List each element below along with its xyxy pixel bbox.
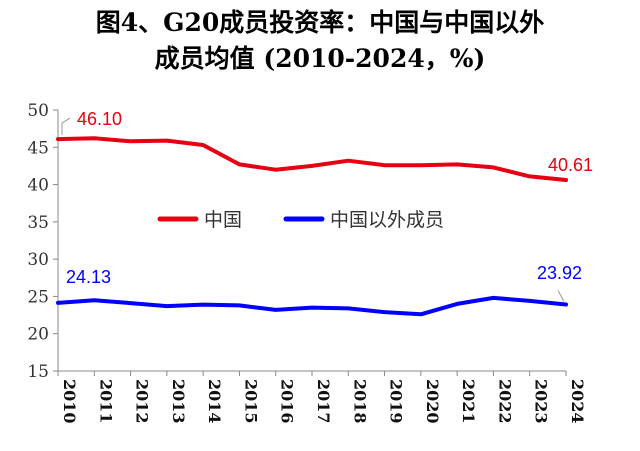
data-label: 24.13	[66, 267, 111, 287]
x-tick-label: 2016	[278, 379, 297, 424]
data-point	[346, 159, 350, 163]
x-tick-label: 2021	[459, 379, 478, 424]
legend: 中国 中国以外成员	[157, 209, 444, 231]
chart-title-line1: 图4、G20成员投资率：中国与中国以外	[95, 8, 545, 37]
data-point	[201, 303, 205, 307]
legend-label-1: 中国	[204, 209, 242, 231]
y-tick-label: 40	[27, 176, 49, 196]
x-tick-label: 2023	[532, 379, 551, 424]
series-line-1	[56, 136, 568, 182]
y-tick-label: 30	[27, 250, 49, 270]
x-tick-label: 2024	[568, 379, 587, 424]
data-labels: 46.10 40.61 24.13 23.92	[61, 109, 593, 302]
data-point	[92, 136, 96, 140]
x-tick-label: 2014	[205, 379, 224, 424]
y-tick-label: 20	[27, 325, 49, 345]
series-group	[56, 136, 568, 317]
leader-line	[61, 117, 71, 136]
data-point	[237, 162, 241, 166]
data-point	[383, 163, 387, 167]
data-point	[274, 308, 278, 312]
data-point	[56, 301, 60, 305]
data-point	[528, 299, 532, 303]
data-point	[129, 301, 133, 305]
data-label: 46.10	[77, 109, 122, 129]
x-tick-label: 2012	[133, 379, 152, 424]
x-tick-label: 2010	[60, 379, 79, 424]
x-tick-label: 2019	[387, 379, 406, 424]
data-point	[274, 168, 278, 172]
data-point	[491, 296, 495, 300]
data-point	[564, 178, 568, 182]
x-tick-label: 2011	[96, 379, 115, 424]
y-tick-label: 15	[27, 362, 49, 382]
data-point	[201, 143, 205, 147]
data-point	[237, 303, 241, 307]
y-tick-label: 25	[27, 287, 49, 307]
x-tick-label: 2017	[314, 379, 333, 424]
x-tick-label: 2015	[241, 379, 260, 424]
data-point	[346, 306, 350, 310]
series-line-2	[56, 295, 568, 317]
data-point	[92, 298, 96, 302]
y-tick-label: 35	[27, 213, 49, 233]
data-point	[310, 164, 314, 168]
x-tick-label: 2020	[423, 379, 442, 424]
data-point	[491, 165, 495, 169]
data-point	[129, 139, 133, 143]
data-point	[528, 174, 532, 178]
x-axis: 2010 2011 2012 2013 2014 2015 2016 2017 2018 2019…	[57, 370, 587, 424]
chart-title-line2: 成员均值 (2010-2024，%)	[154, 44, 486, 73]
y-tick-label: 50	[27, 101, 49, 121]
legend-label-2: 中国以外成员	[330, 209, 444, 231]
data-point	[455, 302, 459, 306]
data-point	[310, 306, 314, 310]
data-point	[165, 304, 169, 308]
data-point	[564, 302, 568, 306]
data-point	[383, 310, 387, 314]
x-tick-label: 2022	[495, 379, 514, 424]
x-tick-label: 2018	[350, 379, 369, 424]
data-point	[419, 312, 423, 316]
y-tick-label: 45	[27, 138, 49, 158]
data-point	[455, 162, 459, 166]
data-point	[165, 139, 169, 143]
x-tick-label: 2013	[169, 379, 188, 424]
data-point	[419, 163, 423, 167]
leader-line	[557, 290, 565, 302]
y-axis: 15 20 25 30 35 40 45 50	[27, 101, 59, 382]
data-label: 23.92	[537, 263, 582, 283]
data-point	[56, 137, 60, 141]
data-label: 40.61	[548, 155, 593, 175]
